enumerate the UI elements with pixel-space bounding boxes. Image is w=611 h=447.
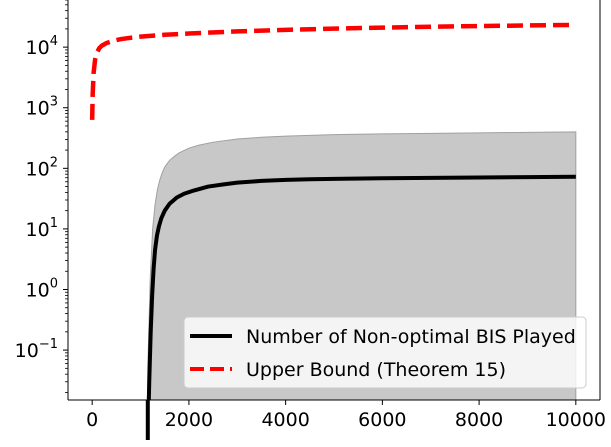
series-line-1 (146, 174, 576, 400)
y-tick-exponent: 2 (50, 155, 58, 170)
x-tick-label: 6000 (358, 409, 406, 431)
y-tick-base: 10 (26, 37, 50, 59)
y-tick-label: 104 (26, 34, 58, 59)
y-tick-label: 103 (26, 95, 58, 120)
y-tick-base: 10 (26, 158, 50, 180)
x-tick-label: 8000 (455, 409, 503, 431)
y-tick-label: 101 (26, 216, 58, 241)
legend-label-1: Number of Non-optimal BIS Played (246, 326, 576, 348)
legend-box (183, 316, 587, 389)
x-tick-label: 0 (86, 409, 98, 431)
legend-label-0: Upper Bound (Theorem 15) (246, 359, 506, 381)
x-tick-label: 2000 (165, 409, 213, 431)
y-tick-base: 10 (15, 340, 39, 362)
y-tick-base: 10 (26, 219, 50, 241)
y-tick-exponent: 0 (50, 276, 58, 291)
y-tick-exponent: 3 (50, 95, 58, 110)
x-tick-label: 4000 (261, 409, 309, 431)
x-tick-label: 10000 (546, 409, 606, 431)
y-tick-label: 102 (26, 155, 58, 180)
y-tick-exponent: −1 (39, 337, 58, 352)
series-line-0 (89, 22, 576, 120)
y-tick-base: 10 (26, 98, 50, 120)
y-tick-base: 10 (26, 279, 50, 301)
y-tick-label: 10−1 (15, 337, 58, 362)
y-tick-exponent: 4 (50, 34, 58, 49)
y-tick-exponent: 1 (50, 216, 58, 231)
y-tick-label: 100 (26, 276, 58, 301)
